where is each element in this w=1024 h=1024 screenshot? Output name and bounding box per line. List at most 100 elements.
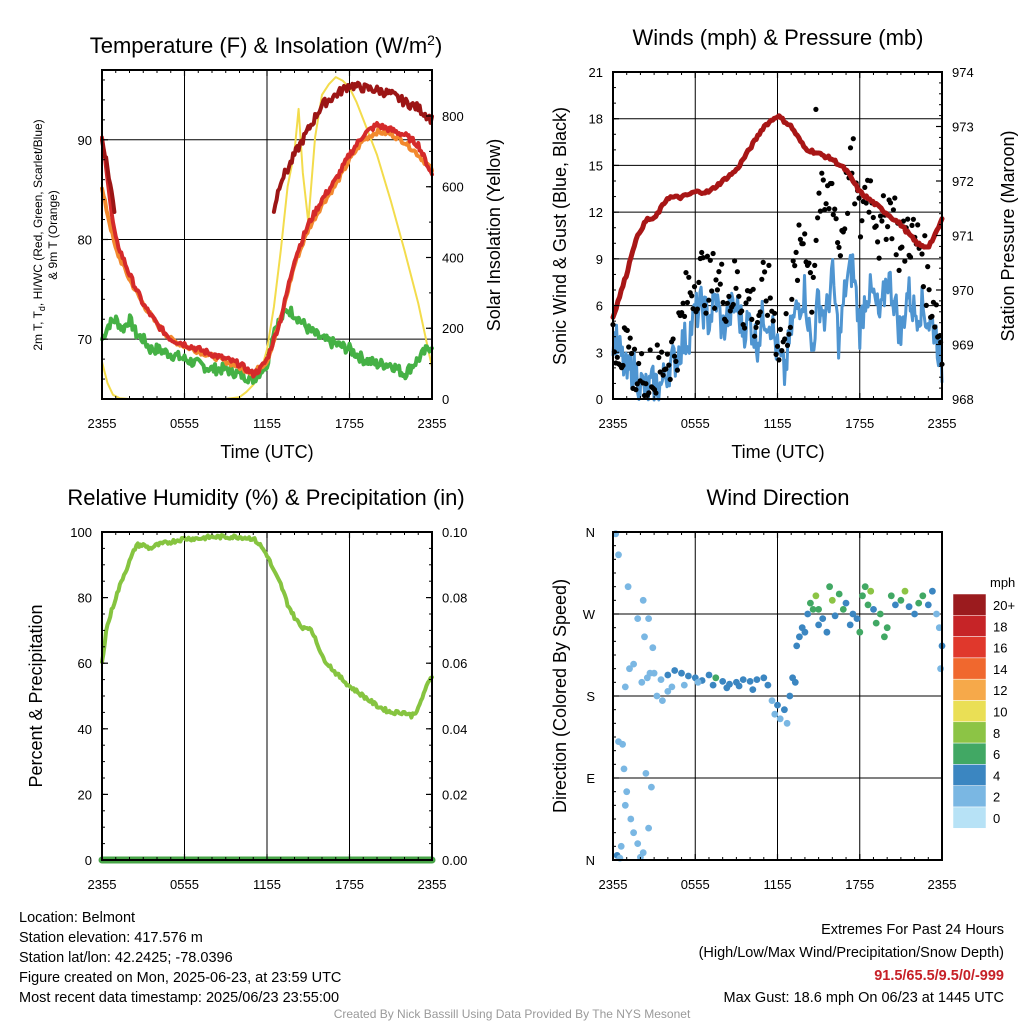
legend-swatch (952, 593, 987, 616)
direction-point (642, 770, 650, 777)
gust-point (626, 344, 632, 350)
gust-point (663, 366, 669, 372)
station-info: Location: Belmont Station elevation: 417… (19, 910, 341, 1006)
gust-point (823, 201, 829, 207)
legend-swatch (952, 785, 987, 808)
gust-point (773, 351, 779, 357)
gust-point (766, 262, 772, 268)
gust-point (845, 210, 851, 216)
legend-swatch (952, 636, 987, 659)
gust-point (743, 300, 749, 306)
direction-point (807, 599, 814, 607)
wind-ylabel: Sonic Wind & Gust (Blue, Black) (550, 107, 570, 365)
gust-point (909, 222, 915, 228)
direction-point (828, 596, 836, 604)
y2-tick-label: 600 (442, 180, 464, 195)
direction-point (678, 669, 685, 677)
y-tick-label: 80 (78, 591, 92, 606)
y2-tick-label: 968 (952, 392, 974, 407)
direction-point (739, 676, 747, 683)
gust-point (636, 360, 642, 367)
temperature-ylabel-line2: & 9m T (Orange) (46, 190, 60, 280)
gust-point (703, 310, 709, 316)
y-tick-label: 20 (78, 787, 92, 802)
gust-point (919, 251, 925, 257)
y2-tick-label: 971 (952, 229, 974, 244)
legend-label: 2 (993, 790, 1000, 805)
gust-point (806, 260, 812, 266)
gust-point (810, 274, 816, 280)
y2-tick-label: 400 (442, 250, 464, 265)
gust-point (782, 336, 788, 342)
legend-swatch (952, 721, 987, 744)
direction-point (781, 706, 788, 714)
gust-point (653, 390, 659, 396)
heat-index-line (100, 137, 117, 214)
legend-label: 18 (993, 619, 1007, 634)
direction-point (753, 676, 761, 683)
direction-point (617, 842, 625, 850)
extremes-info: Extremes For Past 24 Hours (High/Low/Max… (699, 922, 1004, 1006)
gust-point (796, 222, 802, 228)
gust-point (734, 269, 741, 275)
info-created: Figure created on Mon, 2025-06-23, at 23… (19, 970, 341, 986)
gust-point (624, 327, 630, 333)
gust-point (867, 178, 874, 184)
direction-point (849, 610, 857, 618)
gust-point (826, 206, 832, 212)
humidity-title: Relative Humidity (%) & Precipitation (i… (67, 485, 464, 510)
gust-point (717, 281, 723, 287)
y2-tick-label: 974 (952, 65, 974, 80)
direction-point (685, 672, 692, 680)
direction-title: Wind Direction (706, 485, 849, 510)
gust-point (833, 216, 839, 222)
direction-point (768, 697, 776, 704)
gust-point (837, 253, 844, 259)
gust-point (707, 257, 713, 263)
legend-swatch (952, 678, 987, 701)
relative-humidity-line (100, 533, 434, 720)
gust-point (712, 305, 718, 311)
gust-point (716, 269, 722, 275)
dewpoint-line (100, 305, 434, 385)
direction-point (709, 681, 717, 689)
heat-index-line (271, 80, 434, 214)
direction-point (887, 592, 895, 600)
direction-point (649, 644, 657, 652)
gust-point (739, 308, 745, 314)
direction-point (881, 633, 888, 641)
gust-point (896, 267, 902, 273)
direction-point (897, 596, 905, 604)
gust-point (763, 298, 769, 304)
gust-point (643, 381, 649, 387)
direction-point (793, 642, 801, 650)
gust-point (671, 353, 678, 359)
temperature-ylabel-line1: 2m T, Td, HI/WC (Red, Green, Scarlet/Blu… (31, 119, 47, 350)
direction-point (664, 671, 672, 679)
legend-title: mph (990, 575, 1015, 590)
direction-point (915, 599, 923, 607)
direction-point (835, 590, 843, 598)
gust-point (876, 255, 882, 261)
direction-point (901, 587, 909, 595)
gust-point (674, 367, 681, 373)
gust-point (714, 287, 721, 293)
direction-point (791, 678, 799, 686)
gust-point (816, 190, 822, 196)
y2-tick-label: 0.10 (442, 525, 467, 540)
direction-point (905, 603, 913, 611)
gust-point (794, 277, 801, 283)
gust-point (730, 301, 736, 308)
max-gust-point (813, 106, 819, 112)
gust-point (829, 180, 835, 187)
solar-ylabel: Solar Insolation (Yellow) (484, 139, 504, 331)
gust-point (673, 358, 679, 364)
x-tick-label: 1755 (335, 877, 364, 892)
direction-point (648, 783, 655, 791)
gust-point (862, 184, 868, 190)
gust-point (666, 362, 672, 368)
pressure-ylabel: Station Pressure (Maroon) (998, 130, 1018, 341)
direction-point (819, 615, 827, 622)
legend-swatch (952, 742, 987, 765)
gust-point (856, 195, 862, 201)
